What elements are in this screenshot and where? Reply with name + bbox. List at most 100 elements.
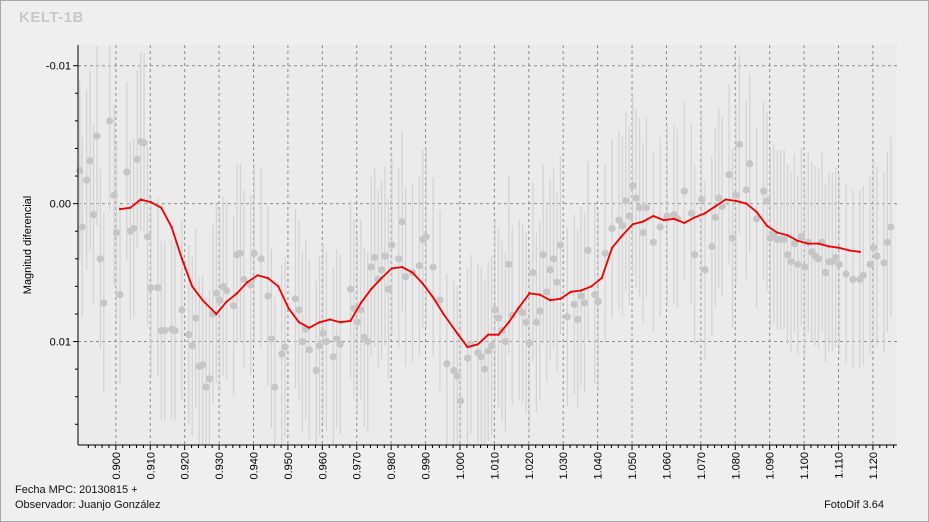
data-point [718,202,726,210]
fit-point [497,333,500,336]
fit-point [411,271,414,274]
plot-area [78,45,897,445]
fit-point [235,292,239,295]
fit-point [724,198,727,201]
fit-point [610,246,614,249]
data-point [701,266,709,274]
data-point [171,326,179,335]
fit-point [118,208,122,211]
y-tick-label: -0.01 [46,61,71,73]
data-point [83,176,91,184]
data-point [477,353,485,361]
data-point [790,240,799,248]
fit-point [703,212,707,215]
fit-point [349,319,352,322]
fit-point [569,290,572,293]
data-point [522,318,530,326]
data-point [315,342,324,350]
data-point [236,249,245,257]
data-point [388,241,396,249]
fit-point [672,217,676,220]
data-point [333,335,341,343]
fit-point [277,285,280,288]
data-point [691,251,699,259]
fit-point [683,221,686,225]
data-point [305,346,313,354]
fit-point [215,312,218,316]
fit-point [225,300,228,303]
x-tick-label: 1.020 [524,452,536,480]
x-tick-label: 0.930 [214,452,226,480]
data-point [697,195,706,204]
fit-point [807,242,810,245]
fit-point [621,234,624,237]
fit-point [745,202,748,205]
data-point [639,228,647,237]
data-point [123,168,131,176]
fit-point [359,301,362,305]
data-point [212,289,220,297]
data-point [336,340,344,348]
data-point [185,331,193,339]
data-point [429,263,437,271]
data-point [725,171,733,179]
data-point [312,366,320,375]
x-tick-label: 1.110 [834,452,846,479]
data-point [501,337,509,346]
data-point [143,233,152,241]
data-point [880,259,888,267]
fit-point [786,234,789,237]
data-point [353,318,362,326]
data-point [319,329,327,337]
fit-point [755,210,758,213]
data-point [821,268,830,277]
data-point [267,335,275,343]
data-point [618,222,626,230]
data-point [577,292,585,300]
data-point [140,139,148,147]
fit-point [528,292,531,295]
data-point [649,238,657,246]
fit-line [119,198,860,349]
data-point [436,296,444,304]
fit-point [442,312,445,316]
x-tick-label: 0.910 [145,452,157,480]
fit-point [559,297,562,300]
data-point [529,268,537,277]
data-point [835,260,843,268]
fit-point [201,299,204,302]
data-point [247,281,255,289]
data-point [377,266,386,274]
data-point [632,194,640,202]
fit-point [421,282,424,285]
data-point [130,224,138,233]
footer-date: Fecha MPC: 20130815 + [15,484,138,496]
fit-point [693,216,696,219]
data-point [753,215,761,223]
data-point [357,306,365,314]
fit-point [662,219,665,222]
fit-point [549,299,552,302]
data-point [642,204,651,212]
data-point [711,213,719,222]
fit-point [487,333,490,336]
fit-point [246,281,249,284]
fit-point [380,277,383,280]
fit-point [432,296,435,299]
data-point [381,252,389,260]
x-tick-label: 1.030 [558,452,570,480]
fit-point [734,199,738,202]
data-point [883,238,891,246]
data-point [205,375,214,383]
data-point [398,217,406,226]
chart-title: KELT-1B [19,9,84,26]
fit-point [401,265,404,269]
data-point [656,223,664,231]
data-point [457,397,465,405]
data-point [584,246,592,255]
x-tick-label: 1.060 [661,452,673,480]
fit-point [287,307,290,310]
fit-point [370,288,373,291]
data-point [240,275,248,284]
data-point [525,339,534,347]
